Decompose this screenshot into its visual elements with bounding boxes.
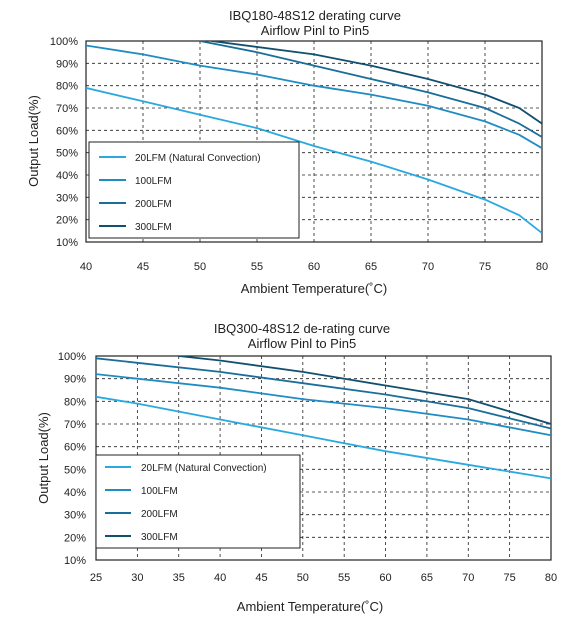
chart-subtitle: Airflow Pinl to Pin5 bbox=[248, 336, 356, 351]
series-line-20lfm bbox=[96, 395, 551, 480]
chart-ibq180: IBQ180-48S12 derating curve Airflow Pinl… bbox=[26, 8, 548, 296]
x-tick-labels: 40 45 50 55 60 65 70 75 80 bbox=[80, 261, 548, 273]
legend-label: 200LFM bbox=[141, 509, 178, 520]
legend-label: 20LFM (Natural Convection) bbox=[141, 463, 267, 474]
y-tick-label: 20% bbox=[56, 215, 78, 227]
x-tick-label: 60 bbox=[379, 572, 391, 584]
chart-subtitle: Airflow Pinl to Pin5 bbox=[261, 23, 369, 38]
y-tick-label: 30% bbox=[56, 192, 78, 204]
legend-label: 20LFM (Natural Convection) bbox=[135, 153, 261, 164]
x-tick-label: 40 bbox=[214, 572, 226, 584]
series-line-200lfm bbox=[96, 357, 551, 430]
legend-box bbox=[95, 454, 301, 549]
legend-label: 100LFM bbox=[135, 176, 172, 187]
chart-ibq300: IBQ300-48S12 de-rating curve Airflow Pin… bbox=[36, 321, 557, 614]
series-line-300lfm bbox=[211, 41, 542, 125]
legend-box bbox=[88, 141, 300, 239]
y-tick-label: 90% bbox=[56, 58, 78, 70]
x-tick-label: 75 bbox=[479, 261, 491, 273]
x-tick-label: 60 bbox=[308, 261, 320, 273]
x-tick-label: 75 bbox=[504, 572, 516, 584]
x-tick-label: 55 bbox=[338, 572, 350, 584]
y-tick-label: 70% bbox=[64, 419, 86, 431]
y-tick-label: 80% bbox=[64, 396, 86, 408]
y-tick-labels: 10% 20% 30% 40% 50% 60% 70% 80% 90% 100% bbox=[50, 36, 78, 249]
legend-label: 100LFM bbox=[141, 486, 178, 497]
legend-label: 200LFM bbox=[135, 199, 172, 210]
y-tick-label: 10% bbox=[56, 237, 78, 249]
y-tick-label: 10% bbox=[64, 555, 86, 567]
y-tick-label: 90% bbox=[64, 374, 86, 386]
series-line-20lfm bbox=[86, 87, 542, 234]
x-tick-labels: 25 30 35 40 45 50 55 60 65 70 75 80 bbox=[90, 572, 557, 584]
y-tick-label: 100% bbox=[58, 351, 86, 363]
x-tick-label: 65 bbox=[365, 261, 377, 273]
x-tick-label: 70 bbox=[422, 261, 434, 273]
y-tick-label: 80% bbox=[56, 81, 78, 93]
x-tick-label: 30 bbox=[131, 572, 143, 584]
x-tick-label: 45 bbox=[137, 261, 149, 273]
y-tick-label: 60% bbox=[64, 442, 86, 454]
chart-title: IBQ180-48S12 derating curve bbox=[229, 8, 401, 23]
legend: 20LFM (Natural Convection) 100LFM 200LFM 30… bbox=[95, 454, 301, 549]
x-axis-label: Ambient Temperature(˚C) bbox=[241, 281, 387, 296]
y-tick-label: 100% bbox=[50, 36, 78, 48]
series-layer bbox=[96, 356, 551, 480]
x-tick-label: 50 bbox=[194, 261, 206, 273]
x-tick-label: 25 bbox=[90, 572, 102, 584]
x-tick-label: 80 bbox=[536, 261, 548, 273]
y-tick-label: 30% bbox=[64, 510, 86, 522]
y-tick-label: 50% bbox=[56, 148, 78, 160]
x-tick-label: 80 bbox=[545, 572, 557, 584]
y-axis-label: Output Load(%) bbox=[36, 412, 51, 504]
y-tick-label: 40% bbox=[64, 487, 86, 499]
x-tick-label: 55 bbox=[251, 261, 263, 273]
y-tick-label: 60% bbox=[56, 125, 78, 137]
x-tick-label: 40 bbox=[80, 261, 92, 273]
y-tick-label: 70% bbox=[56, 103, 78, 115]
y-tick-label: 50% bbox=[64, 464, 86, 476]
x-tick-label: 50 bbox=[297, 572, 309, 584]
series-line-100lfm bbox=[86, 44, 542, 149]
x-tick-label: 65 bbox=[421, 572, 433, 584]
y-tick-label: 20% bbox=[64, 532, 86, 544]
x-axis-label: Ambient Temperature(˚C) bbox=[237, 599, 383, 614]
series-line-300lfm bbox=[178, 356, 551, 425]
legend: 20LFM (Natural Convection) 100LFM 200LFM 30… bbox=[88, 141, 300, 239]
chart-title: IBQ300-48S12 de-rating curve bbox=[214, 321, 390, 336]
y-tick-labels: 10% 20% 30% 40% 50% 60% 70% 80% 90% 100% bbox=[58, 351, 86, 567]
y-tick-label: 40% bbox=[56, 170, 78, 182]
x-tick-label: 45 bbox=[255, 572, 267, 584]
x-tick-label: 35 bbox=[173, 572, 185, 584]
legend-label: 300LFM bbox=[135, 222, 172, 233]
series-layer bbox=[86, 41, 542, 234]
legend-label: 300LFM bbox=[141, 532, 178, 543]
y-axis-label: Output Load(%) bbox=[26, 95, 41, 187]
x-tick-label: 70 bbox=[462, 572, 474, 584]
series-line-200lfm bbox=[199, 41, 542, 138]
series-line-100lfm bbox=[96, 373, 551, 437]
